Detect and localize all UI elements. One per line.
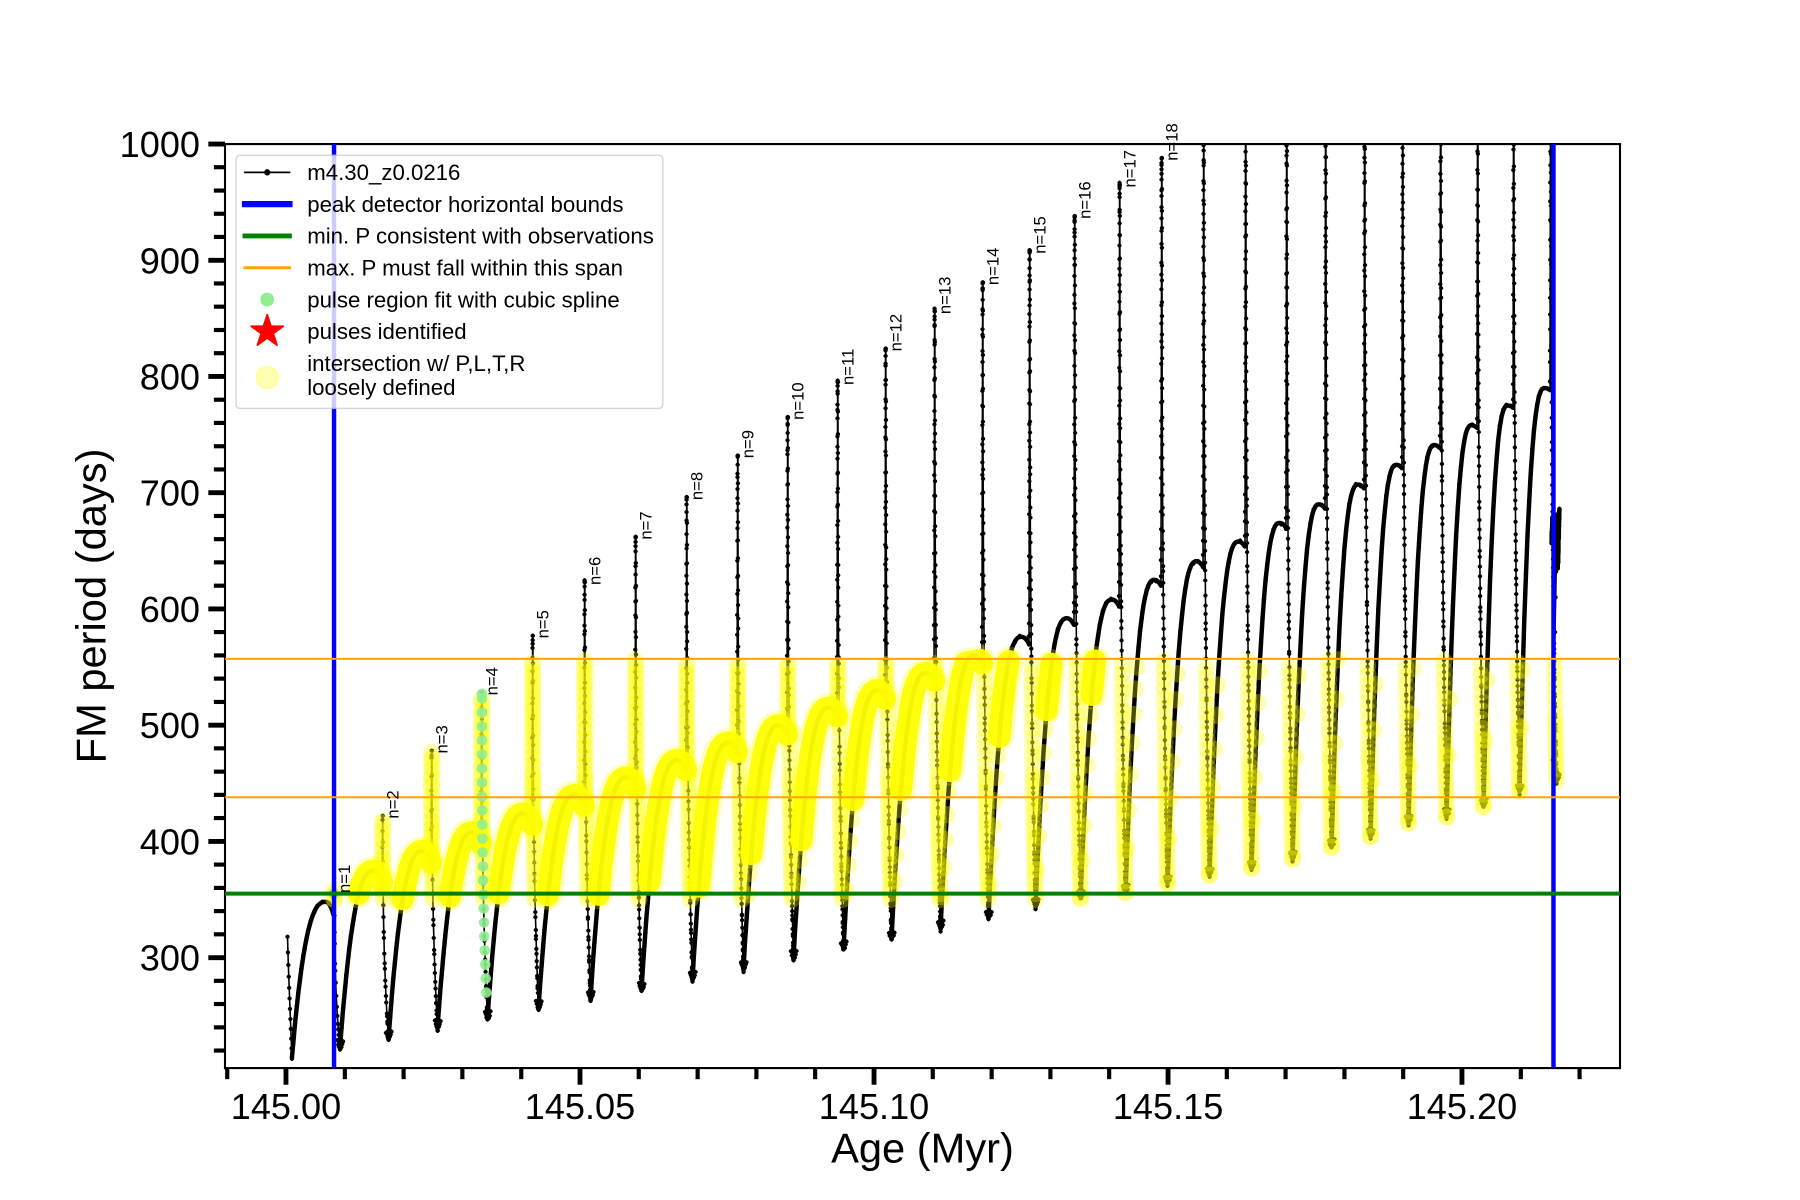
svg-text:n=11: n=11 [838, 349, 857, 385]
svg-text:Age (Myr): Age (Myr) [831, 1124, 1014, 1171]
svg-text:pulses identified: pulses identified [307, 319, 466, 344]
svg-text:700: 700 [140, 473, 200, 514]
svg-text:n=12: n=12 [886, 314, 905, 352]
svg-text:loosely defined: loosely defined [307, 375, 455, 400]
svg-text:min. P consistent with observa: min. P consistent with observations [307, 224, 654, 249]
svg-text:intersection w/ P,L,T,R: intersection w/ P,L,T,R [307, 351, 525, 376]
svg-text:145.20: 145.20 [1407, 1086, 1517, 1127]
svg-text:n=17: n=17 [1120, 150, 1139, 188]
svg-text:peak detector horizontal bound: peak detector horizontal bounds [307, 192, 623, 217]
svg-text:FM period (days): FM period (days) [67, 449, 114, 764]
svg-text:n=2: n=2 [383, 790, 402, 818]
svg-text:n=1: n=1 [335, 865, 354, 893]
svg-text:145.00: 145.00 [231, 1086, 341, 1127]
svg-text:max. P must fall within this s: max. P must fall within this span [307, 256, 623, 281]
svg-text:n=16: n=16 [1075, 181, 1094, 219]
svg-text:m4.30_z0.0216: m4.30_z0.0216 [307, 160, 460, 185]
svg-text:800: 800 [140, 357, 200, 398]
svg-text:n=6: n=6 [585, 557, 604, 585]
svg-text:400: 400 [140, 821, 200, 862]
svg-text:300: 300 [140, 938, 200, 979]
svg-text:n=4: n=4 [482, 667, 501, 695]
svg-text:n=10: n=10 [788, 382, 807, 420]
svg-text:1000: 1000 [120, 124, 200, 165]
svg-text:pulse region fit with cubic sp: pulse region fit with cubic spline [307, 287, 619, 312]
svg-text:n=15: n=15 [1030, 216, 1049, 254]
svg-text:n=14: n=14 [983, 248, 1002, 286]
svg-text:600: 600 [140, 589, 200, 630]
svg-text:n=7: n=7 [636, 511, 655, 539]
svg-text:145.15: 145.15 [1113, 1086, 1223, 1127]
svg-text:500: 500 [140, 705, 200, 746]
svg-text:n=13: n=13 [935, 277, 954, 315]
svg-text:145.10: 145.10 [819, 1086, 929, 1127]
svg-text:n=18: n=18 [1162, 123, 1181, 161]
svg-text:n=9: n=9 [738, 430, 757, 458]
svg-text:n=3: n=3 [432, 725, 451, 753]
svg-text:n=5: n=5 [533, 610, 552, 638]
svg-text:145.05: 145.05 [525, 1086, 635, 1127]
svg-text:n=8: n=8 [687, 472, 706, 500]
svg-text:900: 900 [140, 240, 200, 281]
